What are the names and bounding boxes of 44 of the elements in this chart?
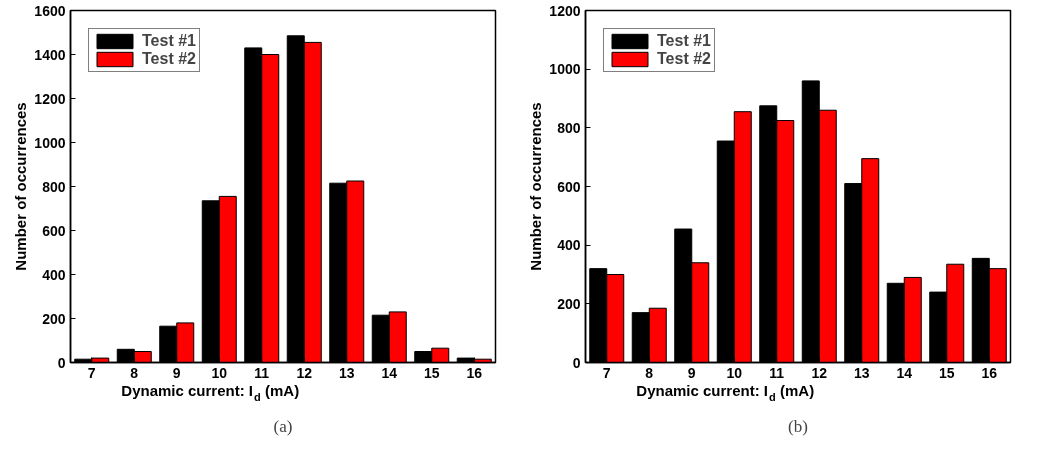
y-tick-label: 1000 — [34, 134, 66, 151]
y-tick-label: 400 — [42, 266, 66, 283]
x-tick-label: 8 — [130, 364, 139, 381]
legend-label: Test #1 — [657, 32, 711, 50]
x-tick-label: 14 — [381, 364, 398, 381]
y-axis-title: Number of occurrences — [527, 102, 545, 271]
x-tick-label: 13 — [853, 364, 870, 381]
y-tick-label: 1400 — [34, 46, 66, 63]
x-tick-label: 15 — [938, 364, 955, 381]
legend-label: Test #2 — [657, 50, 711, 68]
x-tick-label: 11 — [769, 364, 785, 381]
y-tick-label: 800 — [42, 178, 66, 195]
x-tick-label: 9 — [687, 364, 696, 381]
y-tick-label: 200 — [557, 295, 581, 312]
y-tick-label: 1200 — [34, 90, 66, 107]
y-tick-label: 800 — [557, 119, 581, 136]
x-tick-label: 10 — [211, 364, 228, 381]
x-tick-label: 14 — [896, 364, 913, 381]
x-tick-label: 10 — [726, 364, 743, 381]
x-tick-label: 8 — [645, 364, 654, 381]
x-tick-label: 7 — [602, 364, 611, 381]
y-tick-label: 1000 — [549, 61, 581, 78]
x-tick-label: 11 — [254, 364, 270, 381]
y-tick-label: 0 — [572, 354, 581, 371]
legend-label: Test #1 — [142, 32, 196, 50]
y-tick-label: 1200 — [549, 2, 581, 19]
x-tick-label: 12 — [296, 364, 313, 381]
x-tick-label: 9 — [172, 364, 181, 381]
x-tick-label: 15 — [423, 364, 440, 381]
y-tick-label: 0 — [57, 354, 66, 371]
y-tick-label: 400 — [557, 237, 581, 254]
y-tick-label: 1600 — [34, 2, 66, 19]
x-tick-label: 16 — [466, 364, 483, 381]
y-tick-label: 600 — [557, 178, 581, 195]
y-tick-label: 600 — [42, 222, 66, 239]
x-tick-label: 16 — [981, 364, 998, 381]
legend-label: Test #2 — [142, 50, 196, 68]
x-tick-label: 7 — [87, 364, 96, 381]
y-tick-label: 200 — [42, 310, 66, 327]
x-tick-label: 13 — [338, 364, 355, 381]
text: (a) — [273, 416, 293, 436]
text: (b) — [788, 416, 808, 436]
x-tick-label: 12 — [811, 364, 828, 381]
y-axis-title: Number of occurrences — [12, 102, 30, 271]
